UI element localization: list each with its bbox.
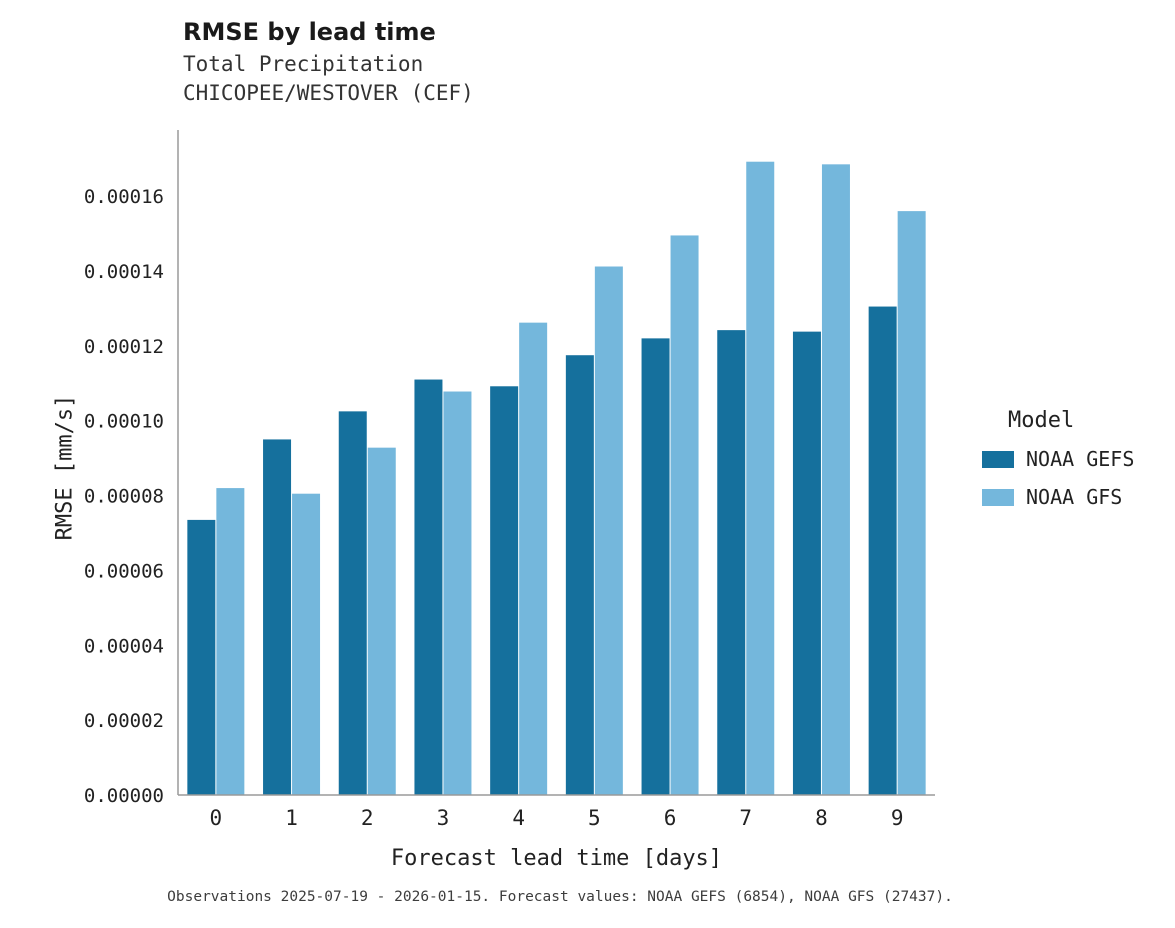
bar-noaa-gfs-day-8 xyxy=(821,164,850,796)
y-tick-label: 0.00008 xyxy=(84,486,164,508)
x-tick-label: 6 xyxy=(664,806,677,830)
bar-noaa-gfs-day-7 xyxy=(746,161,775,796)
y-tick-label: 0.00014 xyxy=(84,261,164,283)
bar-noaa-gfs-day-9 xyxy=(897,211,926,796)
x-tick-label: 8 xyxy=(815,806,828,830)
chart-subtitle-variable: Total Precipitation xyxy=(183,52,424,76)
bar-noaa-gefs-day-0 xyxy=(187,519,216,795)
y-tick-label: 0.00010 xyxy=(84,411,164,433)
legend-label-noaa-gfs: NOAA GFS xyxy=(1026,485,1123,509)
y-tick-label: 0.00006 xyxy=(84,560,164,582)
bar-noaa-gefs-day-1 xyxy=(263,439,292,795)
bar-noaa-gefs-day-9 xyxy=(868,306,897,795)
legend-item-noaa-gfs: NOAA GFS xyxy=(982,485,1134,509)
x-tick-label: 7 xyxy=(739,806,752,830)
bar-noaa-gfs-day-1 xyxy=(292,493,321,795)
bar-noaa-gfs-day-0 xyxy=(216,488,245,795)
legend-swatch-noaa-gfs xyxy=(982,488,1014,506)
x-axis-title: Forecast lead time [days] xyxy=(390,846,723,871)
x-tick-label: 5 xyxy=(588,806,601,830)
bar-noaa-gefs-day-4 xyxy=(490,386,519,795)
bar-noaa-gefs-day-2 xyxy=(338,411,367,795)
chart-subtitle-station: CHICOPEE/WESTOVER (CEF) xyxy=(183,81,474,105)
x-tick-label: 9 xyxy=(891,806,904,830)
legend-swatch-noaa-gefs xyxy=(982,450,1014,468)
bar-noaa-gefs-day-7 xyxy=(717,330,746,795)
bar-noaa-gfs-day-5 xyxy=(594,266,623,796)
x-tick-label: 3 xyxy=(437,806,450,830)
y-tick-label: 0.00000 xyxy=(84,785,164,807)
bar-noaa-gfs-day-6 xyxy=(670,235,699,795)
footnote-caption: Observations 2025-07-19 - 2026-01-15. Fo… xyxy=(167,889,953,905)
x-tick-label: 2 xyxy=(361,806,374,830)
bar-noaa-gfs-day-3 xyxy=(443,391,472,795)
y-tick-label: 0.00002 xyxy=(84,710,164,732)
legend-title: Model xyxy=(1008,408,1075,433)
chart-title: RMSE by lead time xyxy=(183,18,436,46)
legend-label-noaa-gefs: NOAA GEFS xyxy=(1026,447,1135,471)
y-tick-label: 0.00012 xyxy=(84,336,164,358)
bar-noaa-gfs-day-2 xyxy=(367,447,396,795)
x-tick-label: 1 xyxy=(285,806,298,830)
y-axis-title: RMSE [mm/s] xyxy=(52,394,78,541)
y-tick-label: 0.00016 xyxy=(84,186,164,208)
bar-noaa-gfs-day-4 xyxy=(519,322,548,795)
bar-noaa-gefs-day-3 xyxy=(414,379,443,795)
legend-item-noaa-gefs: NOAA GEFS xyxy=(982,447,1134,471)
x-tick-label: 4 xyxy=(512,806,525,830)
bar-noaa-gefs-day-6 xyxy=(641,338,670,795)
y-tick-label: 0.00004 xyxy=(84,635,164,657)
legend: Model NOAA GEFS NOAA GFS xyxy=(982,408,1134,523)
bar-noaa-gefs-day-8 xyxy=(792,331,821,795)
bar-noaa-gefs-day-5 xyxy=(565,355,594,795)
x-tick-label: 0 xyxy=(210,806,223,830)
